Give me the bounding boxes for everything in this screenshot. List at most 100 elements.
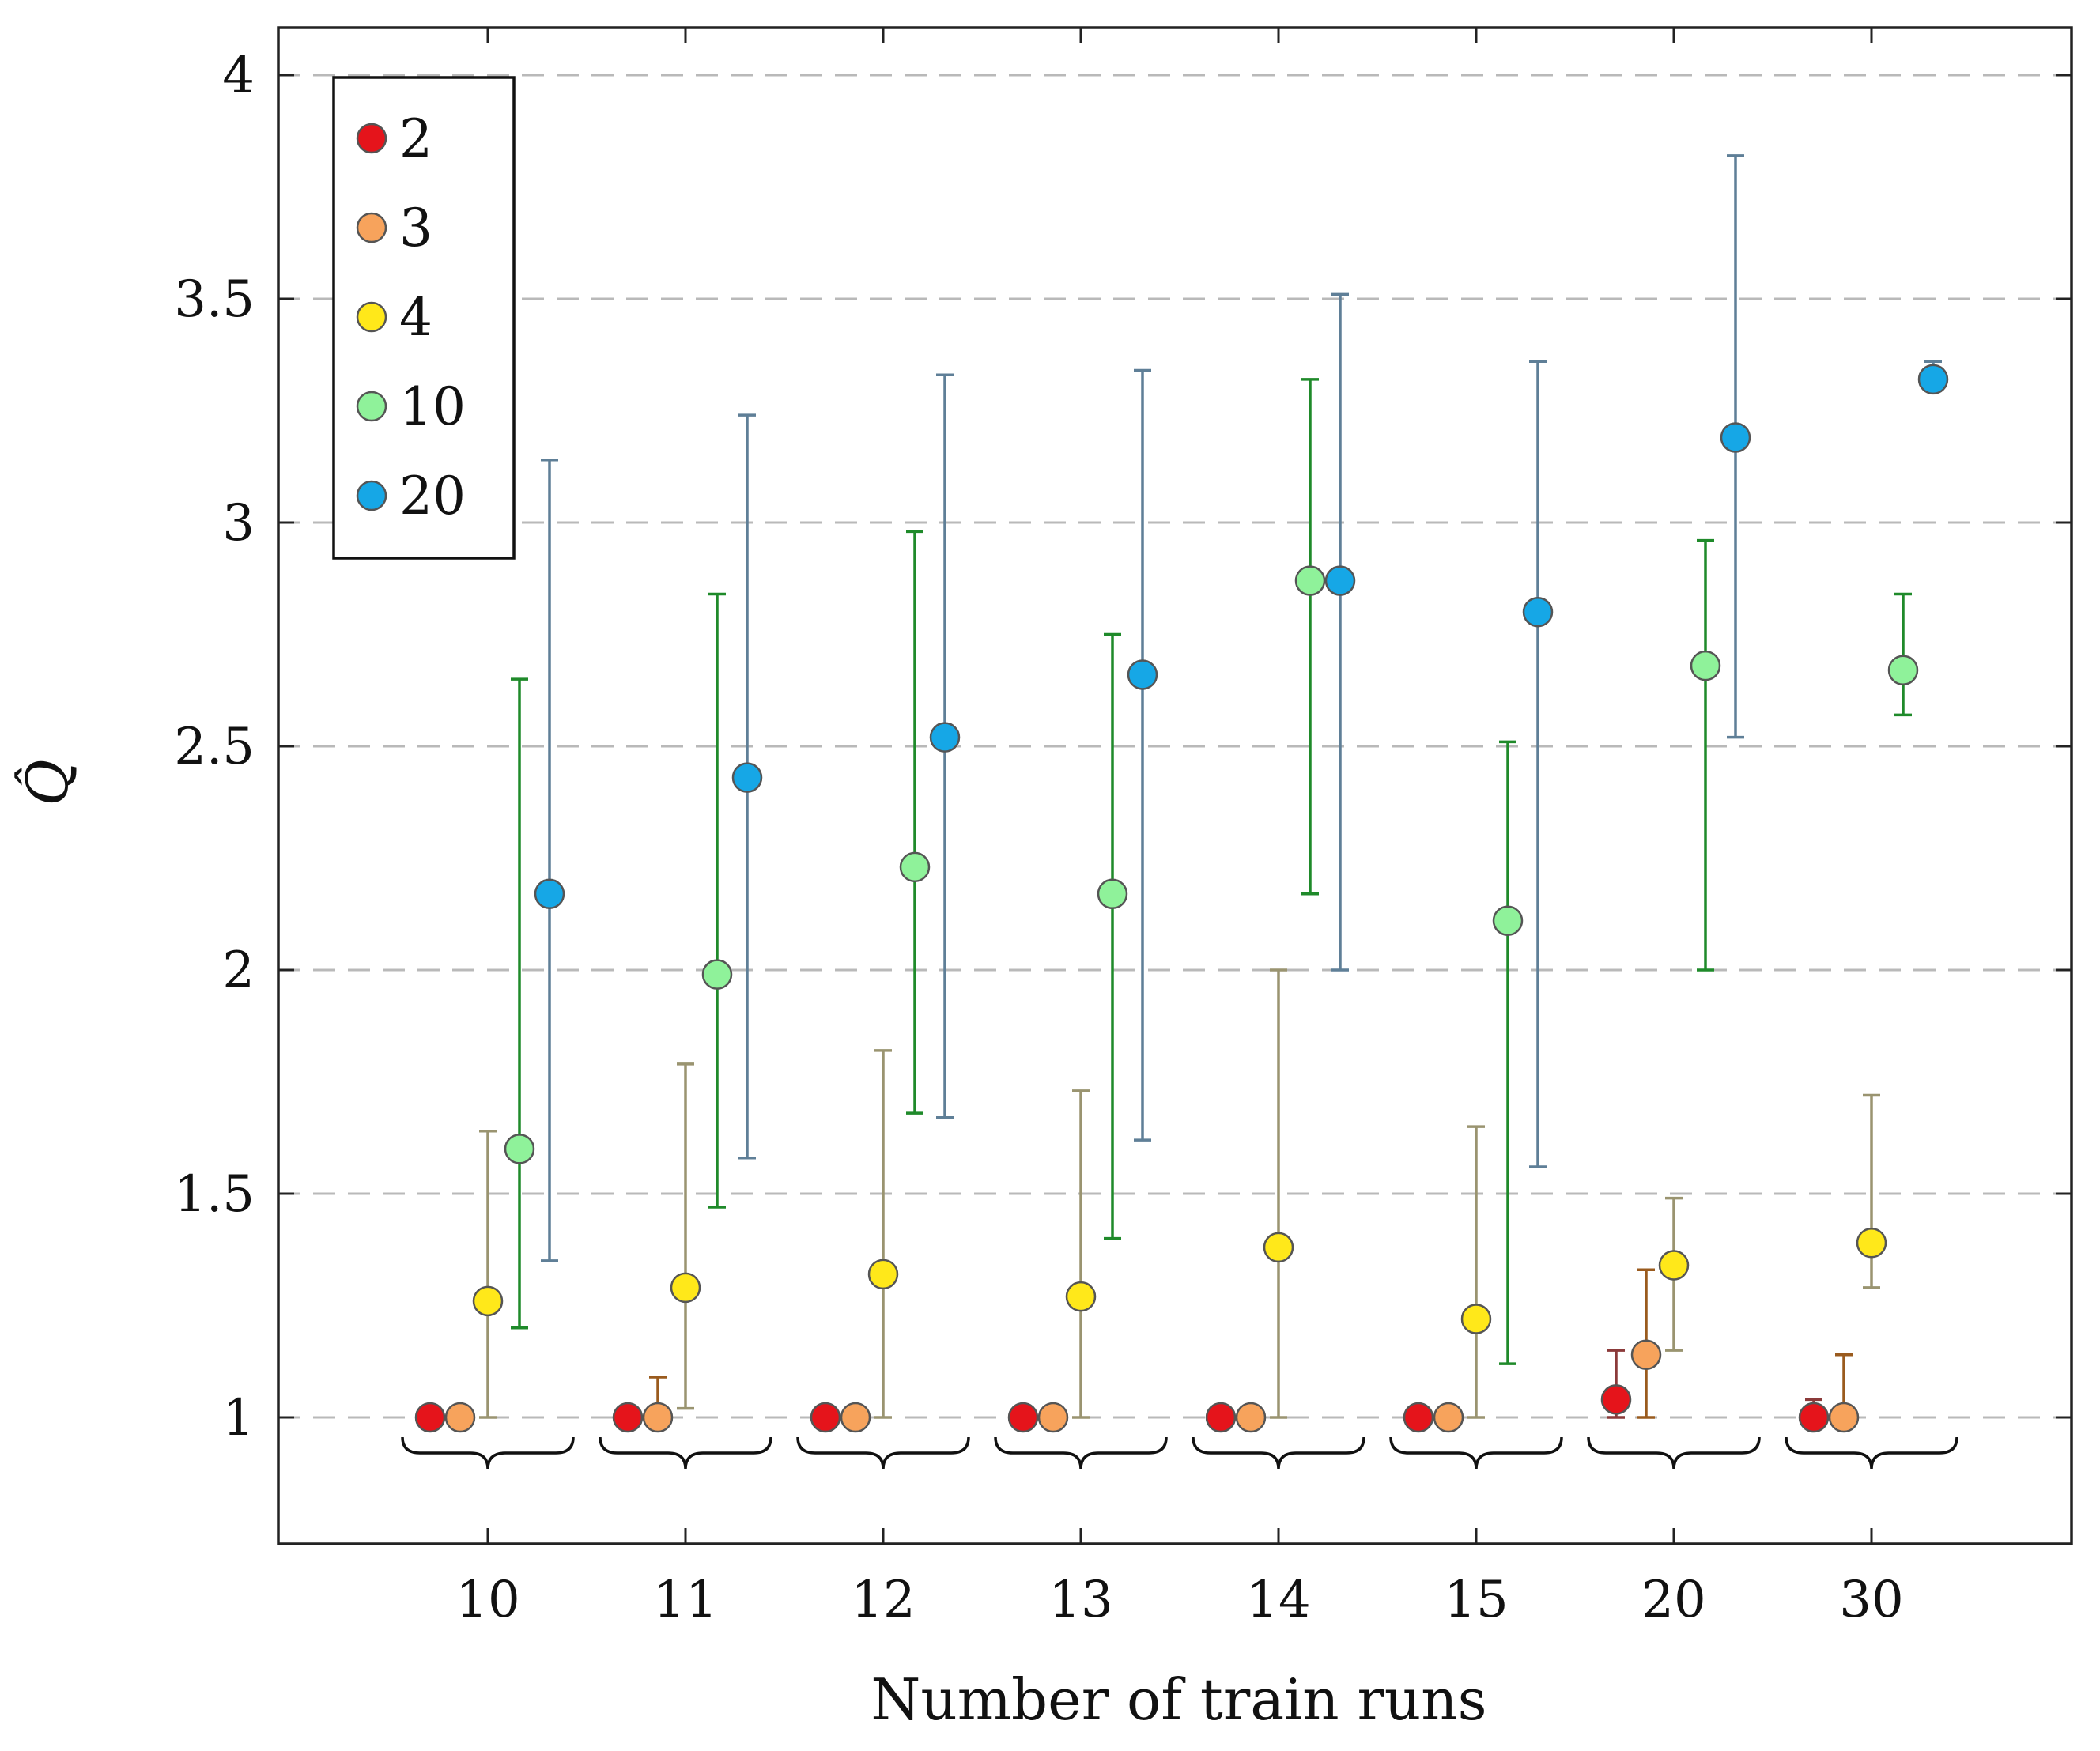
data-point — [810, 1402, 841, 1433]
legend-label: 20 — [399, 466, 466, 526]
data-point — [1433, 1402, 1464, 1433]
data-point — [534, 878, 565, 910]
data-point — [1828, 1402, 1860, 1433]
x-tick-label: 15 — [1444, 1571, 1508, 1629]
data-point — [867, 1259, 899, 1290]
data-point — [1460, 1304, 1492, 1334]
data-point — [1065, 1281, 1097, 1312]
x-tick-label: 30 — [1839, 1571, 1903, 1629]
error-bar — [1331, 292, 1349, 972]
y-tick-label: 2 — [222, 942, 255, 1000]
y-axis-label: Q̂ — [13, 759, 81, 806]
data-point — [1403, 1402, 1434, 1433]
data-point — [1690, 650, 1721, 681]
y-tick-label: 1.5 — [174, 1165, 255, 1224]
x-tick-label: 10 — [455, 1571, 519, 1629]
error-bar — [1270, 968, 1287, 1419]
error-bar — [511, 677, 528, 1330]
data-point — [1324, 565, 1356, 596]
data-point — [1294, 565, 1326, 596]
group-brace — [796, 1436, 970, 1470]
grid-lines — [278, 74, 2072, 1419]
data-point — [1007, 1402, 1039, 1433]
legend-label: 2 — [399, 108, 432, 169]
error-bar — [1697, 538, 1714, 972]
y-tick-label: 3.5 — [174, 270, 255, 329]
group-braces — [401, 1436, 1958, 1470]
legend-label: 3 — [399, 198, 432, 258]
data-point — [444, 1402, 476, 1433]
error-bar — [1863, 1093, 1880, 1289]
data-point — [701, 959, 733, 990]
data-point — [1917, 364, 1949, 395]
error-bar — [906, 530, 923, 1115]
y-tick-label: 4 — [222, 47, 255, 105]
error-bar — [1529, 360, 1547, 1168]
group-brace — [1587, 1436, 1761, 1470]
x-tick-label: 11 — [653, 1571, 717, 1629]
y-tick-label: 3 — [222, 494, 255, 553]
error-bar — [1499, 740, 1516, 1365]
data-point — [929, 722, 961, 753]
error-bar — [708, 592, 726, 1209]
data-point — [1856, 1228, 1887, 1259]
error-bar — [1894, 592, 1912, 717]
data-point — [1205, 1402, 1237, 1433]
group-brace — [1389, 1436, 1563, 1470]
error-bar — [1134, 368, 1151, 1142]
x-tick-labels: 10 11 12 13 14 15 20 30 — [455, 1571, 1903, 1629]
error-bars — [479, 154, 1942, 1419]
group-brace — [1785, 1436, 1958, 1470]
data-point — [840, 1402, 871, 1433]
data-point — [899, 851, 931, 883]
legend-label: 10 — [399, 376, 466, 437]
error-bar — [874, 1049, 892, 1419]
data-point — [1127, 659, 1158, 690]
group-brace — [994, 1436, 1168, 1470]
legend-marker — [356, 301, 387, 333]
y-tick-label: 1 — [222, 1389, 255, 1447]
y-tick-label: 2.5 — [174, 718, 255, 776]
plot-frame — [277, 26, 2073, 1545]
axis-ticks — [278, 28, 2072, 1544]
y-tick-labels: 1 1.5 2 2.5 3 3.5 4 — [174, 47, 255, 1447]
error-bar — [541, 459, 558, 1262]
data-point — [670, 1272, 701, 1304]
group-brace — [599, 1436, 772, 1470]
legend-marker — [356, 480, 387, 511]
data-point — [1492, 905, 1524, 936]
data-point — [1097, 878, 1128, 910]
data-point — [1630, 1339, 1662, 1371]
x-tick-label: 14 — [1246, 1571, 1310, 1629]
data-point — [1037, 1402, 1069, 1433]
data-point — [1263, 1232, 1294, 1263]
data-point — [504, 1134, 535, 1164]
data-point — [731, 762, 763, 793]
error-bar — [1104, 632, 1121, 1240]
error-bar — [479, 1130, 497, 1419]
error-bar — [1467, 1125, 1485, 1419]
legend-marker — [356, 123, 387, 154]
data-point — [612, 1402, 644, 1433]
x-axis-label: Number of train runs — [871, 1666, 1486, 1733]
x-tick-label: 20 — [1641, 1571, 1705, 1629]
error-bar — [1072, 1089, 1090, 1419]
data-point — [1600, 1384, 1632, 1415]
data-point — [1887, 655, 1919, 686]
data-point — [642, 1402, 674, 1433]
data-point — [1235, 1402, 1267, 1433]
data-point — [472, 1285, 504, 1317]
x-tick-label: 12 — [851, 1571, 915, 1629]
legend: 2 3 4 10 20 — [332, 76, 516, 560]
data-markers — [414, 364, 1949, 1433]
data-point — [1798, 1402, 1830, 1433]
error-bar — [677, 1062, 694, 1410]
error-bar — [1301, 378, 1319, 896]
data-point — [1720, 422, 1751, 453]
legend-label: 4 — [399, 287, 432, 348]
legend-marker — [356, 212, 387, 243]
x-tick-label: 13 — [1048, 1571, 1112, 1629]
group-brace — [1192, 1436, 1365, 1470]
data-point — [1522, 596, 1554, 628]
